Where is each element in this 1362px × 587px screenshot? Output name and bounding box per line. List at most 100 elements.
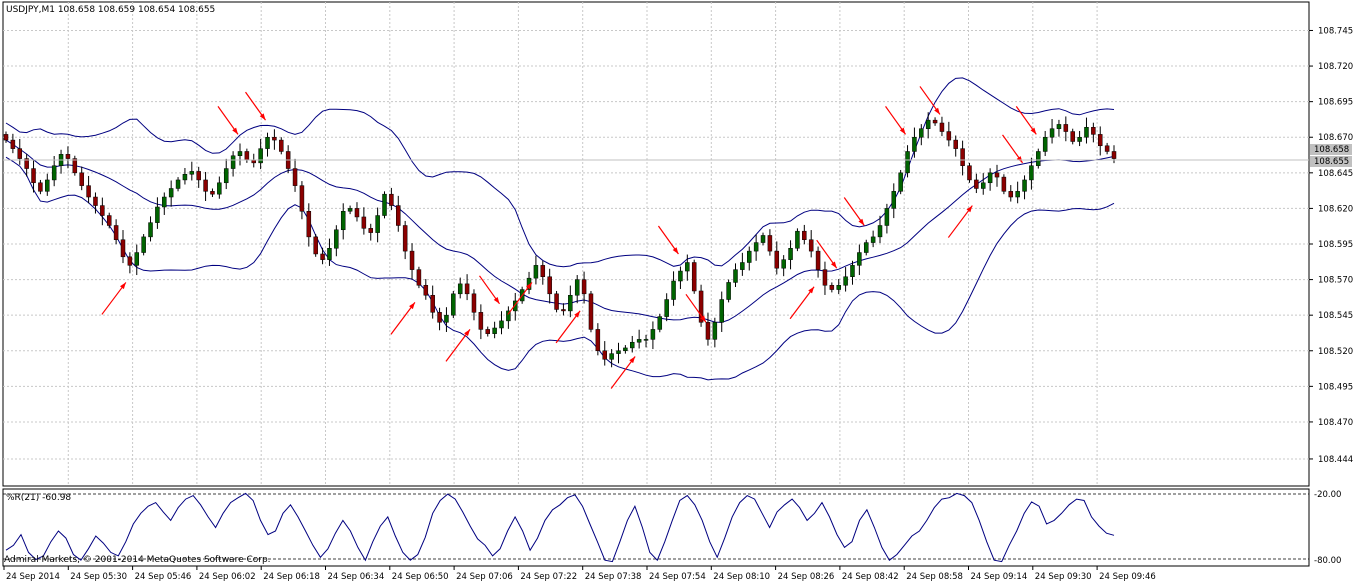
candle <box>210 188 215 198</box>
buy-arrow <box>390 302 416 335</box>
candle <box>561 303 566 316</box>
y-tick-label: 108.495 <box>1318 382 1353 392</box>
candle <box>423 279 429 300</box>
price-axis: 108.745 108.720 108.695 108.670 108.645 108.6… <box>1309 26 1353 465</box>
wpr-header: %R(21) -60.98 <box>6 493 71 503</box>
buy-arrow <box>789 286 815 320</box>
candle <box>540 260 546 285</box>
price-label-current: 108.655 <box>1314 157 1349 167</box>
candle <box>650 321 656 350</box>
candle <box>389 187 394 211</box>
candle <box>898 169 903 195</box>
candle <box>602 341 607 366</box>
candle <box>1049 119 1055 144</box>
candle <box>568 285 573 318</box>
signal-arrows <box>101 86 1037 389</box>
candle <box>939 116 945 137</box>
sell-arrow <box>245 91 267 121</box>
candle <box>953 135 958 157</box>
candle <box>884 203 890 234</box>
buy-arrow <box>101 282 127 315</box>
candle <box>120 230 126 264</box>
y-tick-label: 108.470 <box>1318 418 1353 428</box>
band-upper <box>5 77 1115 268</box>
candle <box>396 195 401 232</box>
candle <box>753 234 759 261</box>
x-tick-label: 24 Sep 06:18 <box>263 572 320 582</box>
candle <box>402 220 408 260</box>
candle <box>451 290 456 319</box>
y-tick-label: 108.520 <box>1318 347 1353 357</box>
candle <box>974 173 979 194</box>
candle <box>182 167 188 185</box>
candle <box>79 166 84 191</box>
candle <box>685 254 690 281</box>
candle <box>31 160 36 193</box>
buy-arrow <box>445 329 471 362</box>
candle <box>1022 175 1027 200</box>
candle <box>1056 119 1062 137</box>
sell-arrow <box>885 106 907 135</box>
candle <box>272 129 277 150</box>
candle <box>437 307 442 331</box>
candle <box>788 240 793 270</box>
candle <box>430 285 435 319</box>
y-tick-label: 108.570 <box>1318 276 1353 286</box>
candle <box>1104 142 1110 155</box>
y-tick-label: 108.545 <box>1318 311 1353 321</box>
candle <box>643 334 649 348</box>
y-tick-label: 108.670 <box>1318 133 1353 143</box>
candle <box>106 212 112 229</box>
candle <box>513 292 518 321</box>
candle <box>492 321 497 339</box>
x-tick-label: 24 Sep 05:30 <box>70 572 127 582</box>
candle <box>843 267 848 292</box>
price-marker-bid: 108.658 <box>1310 144 1352 155</box>
price-panel: USDJPY,M1 108.658 108.659 108.654 108.65… <box>2 1 1310 487</box>
candle <box>217 176 222 199</box>
sell-arrow <box>843 197 865 226</box>
x-tick-label: 24 Sep 08:42 <box>842 572 899 582</box>
candle <box>960 140 965 176</box>
y-tick-label: 108.720 <box>1318 62 1353 72</box>
candle <box>134 244 140 276</box>
candle <box>1015 181 1020 204</box>
candle <box>636 329 642 349</box>
x-tick-label: 24 Sep 09:46 <box>1099 572 1156 582</box>
candle <box>822 261 828 295</box>
candle <box>17 138 23 165</box>
candle <box>223 158 229 190</box>
buy-arrow <box>507 282 533 315</box>
candle <box>987 168 993 191</box>
bollinger-bands <box>5 77 1115 381</box>
candle <box>574 275 580 304</box>
buy-arrow <box>555 310 581 344</box>
candle <box>279 137 284 155</box>
candle <box>3 131 9 143</box>
candle <box>258 138 263 170</box>
candle <box>1042 130 1048 157</box>
band-middle <box>5 139 1115 323</box>
sell-arrow <box>657 225 679 255</box>
time-axis: 24 Sep 2014 24 Sep 05:30 24 Sep 05:46 24 Se… <box>3 566 1156 582</box>
candle <box>347 205 353 215</box>
candle <box>905 145 910 178</box>
candle <box>740 252 745 276</box>
candle <box>1029 157 1034 190</box>
sell-arrow <box>217 106 239 135</box>
candle <box>196 166 201 188</box>
sell-arrow <box>685 293 707 323</box>
candle <box>850 260 855 285</box>
candle <box>444 307 449 332</box>
candle <box>712 317 718 348</box>
candle <box>189 161 195 181</box>
candle <box>457 277 463 299</box>
candle <box>774 241 780 275</box>
x-tick-label: 24 Sep 07:06 <box>456 572 513 582</box>
candle <box>113 219 119 245</box>
candle <box>664 293 669 322</box>
candle <box>24 154 29 177</box>
price-marker-last: 108.655 <box>1310 156 1352 167</box>
x-tick-label: 24 Sep 06:50 <box>392 572 449 582</box>
